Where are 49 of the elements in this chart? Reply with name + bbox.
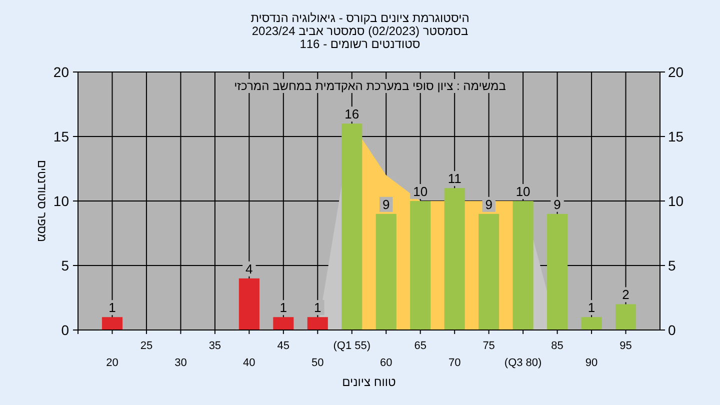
x-tick-label: 40 <box>243 357 256 369</box>
x-tick-label: 50 <box>312 357 324 369</box>
x-tick-label: (Q1 55) <box>333 340 371 352</box>
x-tick-label: 95 <box>620 340 632 352</box>
x-tick-label: 75 <box>482 340 495 352</box>
data-label: 9 <box>380 196 393 212</box>
x-tick-label: (Q3 80) <box>504 357 542 369</box>
x-tick-label: 60 <box>380 357 392 369</box>
x-tick-label: 20 <box>106 357 118 369</box>
data-label: 16 <box>344 106 360 122</box>
data-label: 4 <box>246 261 253 276</box>
x-tick-label: 45 <box>277 340 290 352</box>
annotation: במשימה : ציון סופי במערכת האקדמית במחשב המרכזי <box>234 79 506 93</box>
data-label: 9 <box>550 196 564 212</box>
data-label: 9 <box>485 196 492 212</box>
x-tick-label: 70 <box>448 357 461 369</box>
data-label: 4 <box>242 261 256 276</box>
y-tick-label: 15 <box>53 128 70 144</box>
y2-tick-label: 15 <box>668 128 684 144</box>
data-label: 10 <box>516 184 530 199</box>
data-label: 9 <box>382 196 390 212</box>
x-tick-label: 25 <box>140 340 153 352</box>
x-tick-label: 85 <box>551 340 564 352</box>
x-tick-label: 90 <box>585 357 598 369</box>
data-label: 9 <box>554 196 561 212</box>
data-label: 11 <box>448 171 462 186</box>
chart-subtitle: בסמסטר (02/2023) סמסטר אביב 2023/24 <box>252 24 468 38</box>
x-axis-title: טווח ציונים <box>342 375 396 389</box>
y2-tick-label: 5 <box>668 258 676 274</box>
y-tick-label: 0 <box>61 322 70 338</box>
data-label: 9 <box>482 196 496 212</box>
y-tick-label: 10 <box>53 193 70 209</box>
x-tick-label: 30 <box>174 357 187 369</box>
x-tick-label: 65 <box>414 340 426 352</box>
y2-tick-label: 0 <box>668 322 676 338</box>
data-label: 10 <box>413 184 428 199</box>
x-tick-label: 35 <box>208 340 222 352</box>
data-label: 1 <box>280 300 288 316</box>
chart-title: היסטוגרמת ציונים בקורס - גיאולוגיה הנדסית <box>250 11 470 25</box>
y-tick-label: 20 <box>53 64 70 80</box>
y2-tick-label: 10 <box>668 193 684 209</box>
y2-tick-label: 20 <box>668 64 684 80</box>
data-label: 1 <box>108 300 116 316</box>
y-axis-title: מספר סטודנטים <box>35 160 49 242</box>
data-label: 1 <box>588 300 596 316</box>
data-label: 2 <box>622 287 630 302</box>
data-label: 1 <box>314 300 322 316</box>
y-tick-label: 5 <box>61 258 70 274</box>
text: סטודנטים רשומים - 116 <box>300 37 420 51</box>
